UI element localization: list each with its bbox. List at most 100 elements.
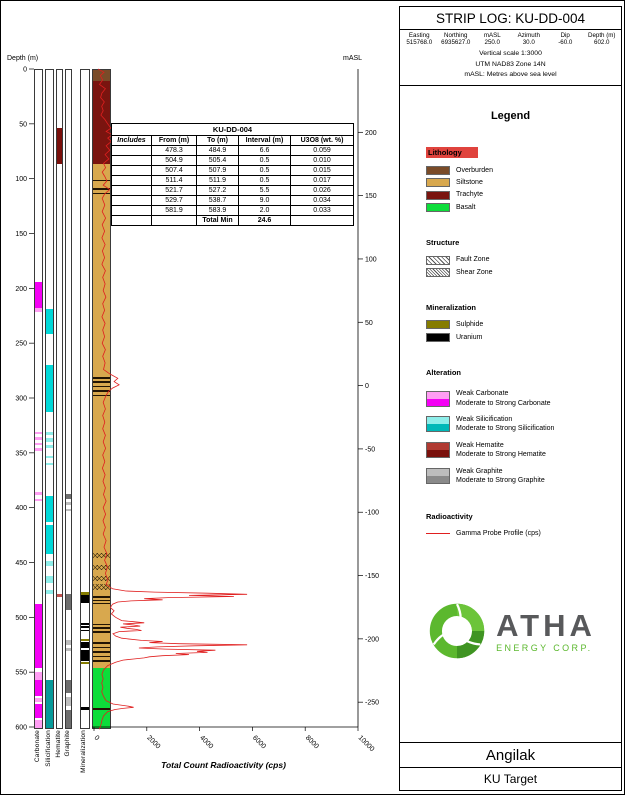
- carbonate_strong-interval: [35, 281, 42, 308]
- table-title: KU-DD-004: [110, 123, 355, 136]
- collar-masl: mASL 250.0: [474, 32, 511, 46]
- fault-zone: [93, 564, 110, 571]
- svg-text:400: 400: [15, 505, 27, 512]
- carbonate_weak-interval: [35, 442, 42, 446]
- svg-text:50: 50: [365, 320, 373, 327]
- masl-axis-label: mASL: [343, 55, 363, 62]
- silicification_weak-interval: [46, 456, 53, 459]
- uranium-interval: [81, 630, 89, 632]
- collar-northing: Northing 6935627.0: [438, 32, 475, 46]
- table-row: 581.9 583.9 2.0 0.033: [111, 205, 355, 216]
- legend-item-label: Weak Hematite: [456, 441, 504, 449]
- silicification_weak-interval: [46, 561, 53, 566]
- table-header: U3O8 (wt. %): [289, 135, 355, 146]
- table-total-row: Total Min 24.6: [111, 215, 355, 226]
- project-name: Angilak: [400, 743, 621, 768]
- legend-item-label: Moderate to Strong Hematite: [456, 451, 546, 459]
- interval-table: KU-DD-004 Includes From (m) To (m) Interval …: [110, 123, 355, 226]
- collar-label: Northing: [444, 32, 468, 39]
- legend-item-label: Weak Carbonate: [456, 390, 509, 398]
- bed-mark: [93, 642, 110, 644]
- bed-mark: [93, 651, 110, 653]
- table-row: 521.7 527.2 5.5 0.026: [111, 185, 355, 196]
- svg-text:200: 200: [365, 130, 377, 137]
- Trachyte-interval: [93, 80, 110, 165]
- legend-section-heading: Alteration: [426, 368, 462, 378]
- carbonate_strong-interval: [35, 679, 42, 697]
- legend-swatch: [426, 320, 450, 330]
- Siltstone-interval: [93, 164, 110, 668]
- legend-item: Uranium: [426, 332, 621, 342]
- legend-section-lithology: Lithology Overburden Siltstone Trachyte Basa…: [426, 142, 621, 213]
- graphite_weak-interval: [66, 647, 71, 652]
- svg-text:0: 0: [365, 383, 369, 390]
- lithology-column: [92, 69, 111, 730]
- table-row: 507.4 507.9 0.5 0.015: [111, 165, 355, 176]
- project-footer: Angilak KU Target: [400, 742, 621, 790]
- uranium-interval: [81, 622, 89, 625]
- svg-text:0: 0: [93, 734, 101, 742]
- svg-text:10000: 10000: [357, 734, 376, 753]
- sulphide-interval: [81, 639, 89, 642]
- bed-mark: [93, 599, 110, 602]
- graphite_strong-interval: [66, 710, 71, 728]
- svg-text:250: 250: [15, 341, 27, 348]
- legend-item: Weak Silicification Moderate to Strong Si…: [426, 415, 621, 434]
- svg-text:550: 550: [15, 670, 27, 677]
- legend-item: Overburden: [426, 165, 621, 175]
- silicification_weak-interval: [46, 445, 53, 449]
- legend-swatch: [426, 416, 450, 433]
- legend-item-label: Moderate to Strong Graphite: [456, 477, 545, 485]
- legend-item-label: Moderate to Strong Carbonate: [456, 399, 551, 407]
- svg-text:350: 350: [15, 450, 27, 457]
- carbonate_weak-interval: [35, 672, 42, 680]
- Basalt-interval: [93, 667, 110, 729]
- bed-mark: [93, 602, 110, 605]
- atha-logo-icon: [429, 603, 485, 659]
- svg-text:-150: -150: [365, 573, 379, 580]
- carbonate_weak-interval: [35, 720, 42, 728]
- right-panel: STRIP LOG: KU-DD-004 Easting 515768.0 Nort…: [399, 6, 622, 791]
- Overburden-interval: [93, 70, 110, 81]
- graphite_weak-interval: [66, 697, 71, 707]
- legend-item-label: Shear Zone: [456, 268, 493, 276]
- bed-mark: [93, 179, 110, 182]
- legend-swatch: [426, 332, 450, 342]
- legend-item: Weak Carbonate Moderate to Strong Carbona…: [426, 389, 621, 408]
- fault-zone: [93, 552, 110, 558]
- bed-mark: [93, 646, 110, 649]
- svg-text:4000: 4000: [198, 734, 214, 750]
- graphite_weak-interval: [66, 508, 71, 511]
- legend-sections: Lithology Overburden Siltstone Trachyte Basa…: [400, 122, 621, 541]
- scale-note-1: UTM NAD83 Zone 14N: [475, 60, 546, 68]
- svg-text:-200: -200: [365, 636, 379, 643]
- sulphide-interval: [81, 592, 89, 596]
- bed-mark: [93, 655, 110, 658]
- collar-value: -60.0: [558, 39, 573, 46]
- bed-mark: [93, 192, 110, 195]
- bed-mark: [93, 385, 110, 388]
- svg-text:100: 100: [365, 256, 377, 263]
- table-header: Interval (m): [238, 135, 291, 146]
- collar-label: mASL: [483, 32, 501, 39]
- silicification_strong-interval: [46, 309, 53, 335]
- legend-section-heading: Radioactivity: [426, 511, 473, 521]
- svg-text:450: 450: [15, 560, 27, 567]
- table-header: To (m): [196, 135, 239, 146]
- silicification-column: [45, 69, 54, 730]
- legend-swatch: [426, 190, 450, 200]
- silicification_weak-interval: [46, 438, 53, 442]
- atha-logo: ATHA ENERGY CORP.: [400, 599, 621, 663]
- legend-swatch: [426, 165, 450, 175]
- collar-label: Depth (m): [587, 32, 616, 39]
- target-name: KU Target: [483, 772, 538, 786]
- table-row: 504.9 505.4 0.5 0.010: [111, 155, 355, 166]
- hematite-column: [56, 69, 63, 730]
- legend-item: Weak Hematite Moderate to Strong Hematite: [426, 441, 621, 460]
- svg-text:150: 150: [15, 231, 27, 238]
- graphite_weak-interval: [66, 502, 71, 506]
- silicification_weak-interval: [46, 431, 53, 436]
- collar-label: Easting: [408, 32, 430, 39]
- legend-section-alteration: Alteration Weak Carbonate Moderate to Stro…: [426, 362, 621, 486]
- table-header: From (m): [151, 135, 197, 146]
